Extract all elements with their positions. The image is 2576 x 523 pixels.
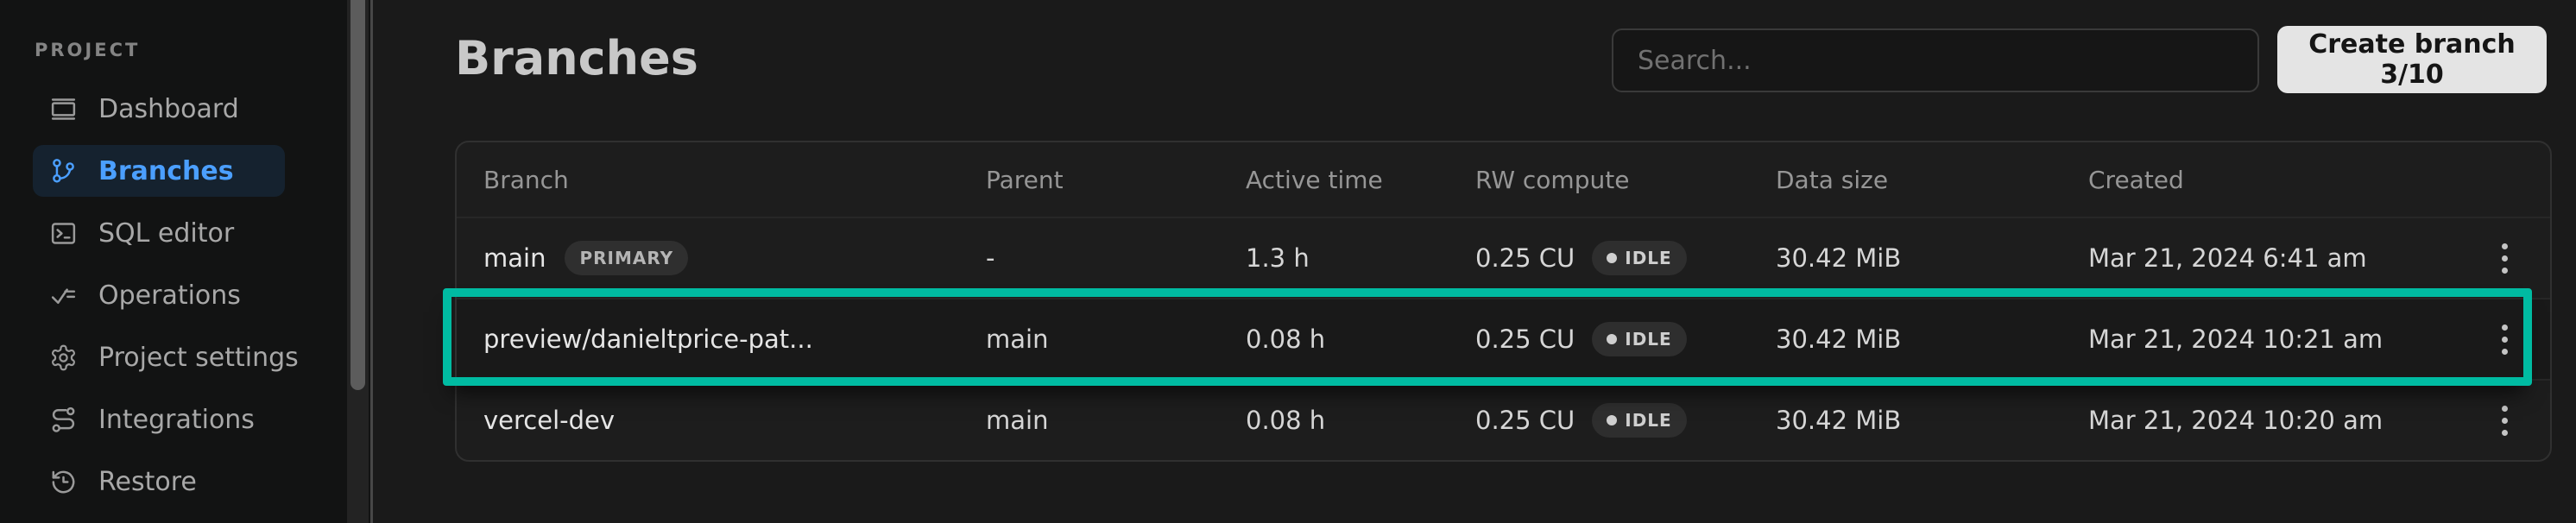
sidebar-scrollbar-track xyxy=(347,0,369,523)
sidebar-section-label: PROJECT xyxy=(35,40,141,60)
table-header-row: Branch Parent Active time RW compute Dat… xyxy=(457,142,2550,217)
sidebar-scrollbar-thumb[interactable] xyxy=(350,0,365,390)
primary-badge: PRIMARY xyxy=(565,241,689,275)
table-row[interactable]: preview/danieltprice-pat... main 0.08 h … xyxy=(457,298,2550,379)
data-size-cell: 30.42 MiB xyxy=(1776,243,2088,273)
active-time-cell: 0.08 h xyxy=(1246,325,1475,354)
rw-compute-cell: 0.25 CU IDLE xyxy=(1475,403,1776,438)
parent-cell: - xyxy=(986,243,1246,273)
data-size-cell: 30.42 MiB xyxy=(1776,406,2088,435)
created-cell: Mar 21, 2024 10:21 am xyxy=(2088,325,2459,354)
branch-name: main xyxy=(483,243,546,273)
sidebar-item-operations[interactable]: Operations xyxy=(33,264,285,326)
parent-value: - xyxy=(986,243,995,273)
parent-value: main xyxy=(986,406,1049,435)
integrations-icon xyxy=(52,406,75,432)
page-title: Branches xyxy=(455,31,698,85)
gear-icon xyxy=(52,344,75,370)
data-size-value: 30.42 MiB xyxy=(1776,406,1902,435)
sidebar-item-restore[interactable]: Restore xyxy=(33,451,285,513)
status-dot-icon xyxy=(1607,334,1618,344)
sidebar-item-label: Restore xyxy=(98,466,197,497)
dashboard-icon xyxy=(51,98,76,120)
column-header-created: Created xyxy=(2088,165,2184,194)
history-clock-icon xyxy=(52,470,75,493)
parent-cell: main xyxy=(986,325,1246,354)
sidebar-item-branches[interactable]: Branches xyxy=(33,145,285,197)
sidebar-item-dashboard[interactable]: Dashboard xyxy=(33,78,285,140)
status-label: IDLE xyxy=(1625,248,1672,268)
table-row[interactable]: vercel-dev main 0.08 h 0.25 CU IDLE 30.4… xyxy=(457,379,2550,460)
column-header-branch: Branch xyxy=(483,165,569,194)
compute-status-badge: IDLE xyxy=(1592,322,1687,356)
sidebar-item-integrations[interactable]: Integrations xyxy=(33,388,285,451)
status-dot-icon xyxy=(1607,415,1618,425)
rw-compute-value: 0.25 CU xyxy=(1475,406,1575,435)
created-value: Mar 21, 2024 10:20 am xyxy=(2088,406,2383,435)
compute-status-badge: IDLE xyxy=(1592,241,1687,275)
parent-cell: main xyxy=(986,406,1246,435)
sidebar-item-label: Branches xyxy=(98,155,234,186)
data-size-cell: 30.42 MiB xyxy=(1776,325,2088,354)
data-size-value: 30.42 MiB xyxy=(1776,325,1902,354)
active-time-cell: 1.3 h xyxy=(1246,243,1475,273)
table-row[interactable]: main PRIMARY - 1.3 h 0.25 CU IDLE 30.42 … xyxy=(457,217,2550,298)
column-header-active-time: Active time xyxy=(1246,165,1383,194)
status-dot-icon xyxy=(1607,253,1618,263)
branch-name: vercel-dev xyxy=(483,406,616,435)
sidebar-item-label: Project settings xyxy=(98,342,299,373)
status-label: IDLE xyxy=(1625,329,1672,350)
parent-value: main xyxy=(986,325,1049,354)
kebab-menu-icon[interactable] xyxy=(2493,316,2516,363)
created-cell: Mar 21, 2024 6:41 am xyxy=(2088,243,2459,273)
create-branch-button[interactable]: Create branch 3/10 xyxy=(2277,26,2547,93)
search-input[interactable] xyxy=(1612,28,2259,92)
status-label: IDLE xyxy=(1625,410,1672,431)
branch-name: preview/danieltprice-pat... xyxy=(483,325,813,354)
column-header-data-size: Data size xyxy=(1776,165,1889,194)
table-body: main PRIMARY - 1.3 h 0.25 CU IDLE 30.42 … xyxy=(457,217,2550,460)
rw-compute-value: 0.25 CU xyxy=(1475,325,1575,354)
data-size-value: 30.42 MiB xyxy=(1776,243,1902,273)
compute-status-badge: IDLE xyxy=(1592,403,1687,438)
rw-compute-value: 0.25 CU xyxy=(1475,243,1575,273)
row-menu-cell xyxy=(2459,397,2550,444)
created-value: Mar 21, 2024 10:21 am xyxy=(2088,325,2383,354)
checklist-icon xyxy=(51,287,76,304)
sidebar-item-label: SQL editor xyxy=(98,217,235,249)
sidebar-item-label: Dashboard xyxy=(98,93,239,124)
branch-cell: preview/danieltprice-pat... xyxy=(483,325,986,354)
sidebar-item-label: Integrations xyxy=(98,404,255,435)
kebab-menu-icon[interactable] xyxy=(2493,235,2516,282)
branch-cell: vercel-dev xyxy=(483,406,986,435)
git-branch-icon xyxy=(53,158,74,183)
column-header-rw-compute: RW compute xyxy=(1475,165,1630,194)
active-time-value: 0.08 h xyxy=(1246,325,1326,354)
terminal-icon xyxy=(51,222,76,244)
created-value: Mar 21, 2024 6:41 am xyxy=(2088,243,2367,273)
kebab-menu-icon[interactable] xyxy=(2493,397,2516,444)
row-menu-cell xyxy=(2459,235,2550,282)
branch-cell: main PRIMARY xyxy=(483,241,986,275)
created-cell: Mar 21, 2024 10:20 am xyxy=(2088,406,2459,435)
rw-compute-cell: 0.25 CU IDLE xyxy=(1475,241,1776,275)
branches-table: Branch Parent Active time RW compute Dat… xyxy=(443,141,2552,462)
active-time-value: 1.3 h xyxy=(1246,243,1310,273)
row-menu-cell xyxy=(2459,316,2550,363)
sidebar-item-project-settings[interactable]: Project settings xyxy=(33,326,299,388)
active-time-cell: 0.08 h xyxy=(1246,406,1475,435)
sidebar-item-label: Operations xyxy=(98,280,241,311)
sidebar-nav: Dashboard Branches SQL editor Operations… xyxy=(33,78,299,513)
active-time-value: 0.08 h xyxy=(1246,406,1326,435)
sidebar: PROJECT Dashboard Branches SQL editor Op… xyxy=(0,0,373,523)
rw-compute-cell: 0.25 CU IDLE xyxy=(1475,322,1776,356)
sidebar-item-sql-editor[interactable]: SQL editor xyxy=(33,202,285,264)
sidebar-divider xyxy=(370,0,373,523)
column-header-parent: Parent xyxy=(986,165,1064,194)
